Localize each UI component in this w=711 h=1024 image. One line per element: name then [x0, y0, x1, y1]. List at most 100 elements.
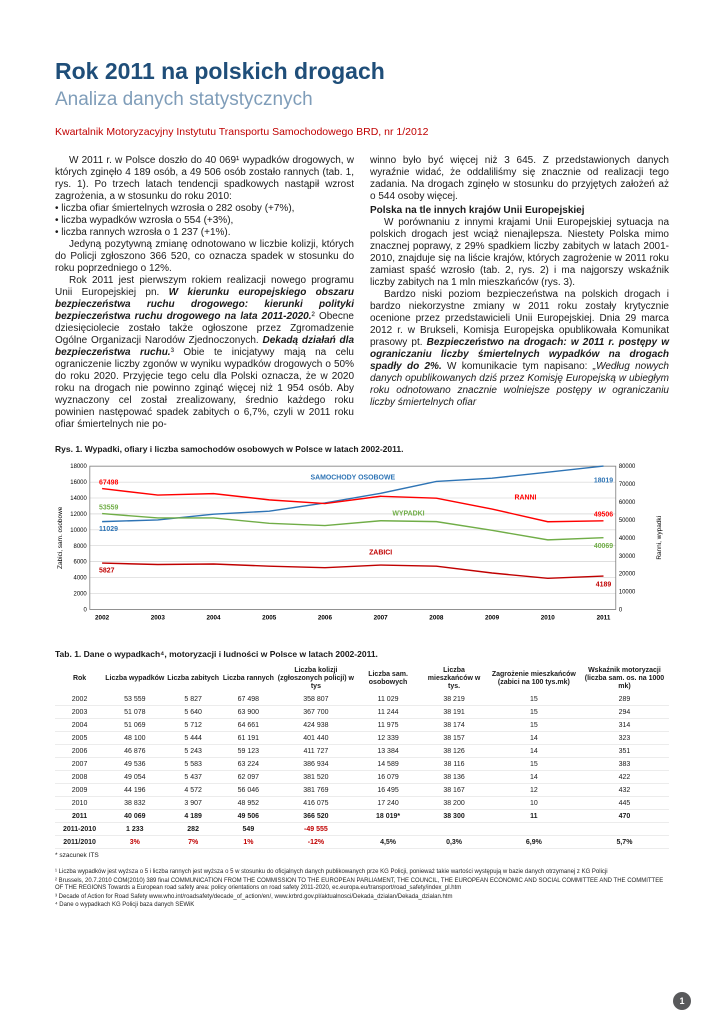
- table-cell: 1 233: [104, 822, 166, 837]
- table-cell: 2011-2010: [55, 822, 105, 837]
- paragraph: Rok 2011 jest pierwszym rokiem realizacj…: [55, 275, 354, 431]
- table-cell: 5 243: [165, 744, 221, 759]
- table-cell: 38 136: [420, 770, 488, 785]
- table-cell: 5 712: [165, 718, 221, 733]
- table-cell: 51 078: [104, 705, 166, 720]
- table-cell: 4 189: [165, 809, 221, 824]
- table-cell: 49 054: [104, 770, 166, 785]
- table-cell: 48 952: [220, 796, 276, 811]
- table-cell: -49 555: [276, 822, 356, 837]
- table-cell: 16 495: [355, 783, 421, 798]
- table-cell: 63 224: [220, 757, 276, 772]
- right-tick-label: 70000: [619, 482, 636, 488]
- table-cell: 61 191: [220, 731, 276, 746]
- bullet-item: • liczba wypadków wzrosła o 554 (+3%),: [55, 215, 354, 227]
- table-row: 2009 44 196 4 572 56 046 381 769 16 495 38 167…: [55, 783, 669, 798]
- table-cell: 40 069: [104, 809, 166, 824]
- table-cell: 549: [220, 822, 276, 837]
- page-number: 1: [679, 996, 685, 1006]
- table-cell: 381 520: [276, 770, 356, 785]
- text-segment: ³ Obie te inicjatywy mają na celu ograni…: [55, 347, 354, 430]
- table-cell: 367 700: [276, 705, 356, 720]
- table-cell: 401 440: [276, 731, 356, 746]
- page-title: Rok 2011 na polskich drogach: [55, 58, 385, 84]
- right-tick-label: 30000: [619, 554, 636, 560]
- x-tick-label: 2009: [485, 615, 500, 622]
- table-cell: 2003: [55, 705, 105, 720]
- last-value-label: 4189: [596, 581, 612, 588]
- column-header: Rok: [72, 675, 87, 683]
- column-header: Liczba sam. osobowych: [368, 671, 408, 687]
- text-segment: W 2011 r. w Polsce doszło do 40 069¹ wyp…: [55, 155, 354, 202]
- bullet-item: • liczba rannych wzrosła o 1 237 (+1%).: [55, 227, 354, 239]
- left-tick-label: 4000: [74, 576, 88, 582]
- table-cell: 38 832: [104, 796, 166, 811]
- table-cell: 67 498: [220, 693, 276, 707]
- table-cell: 2011: [55, 809, 105, 824]
- table-cell: 64 661: [220, 718, 276, 733]
- y-axis-label-left: Zabici, sam. osobowe: [57, 506, 64, 569]
- paragraph: Bardzo niski poziom bezpieczeństwa na po…: [370, 289, 669, 409]
- left-tick-label: 10000: [70, 528, 87, 534]
- table-cell: 10: [487, 796, 580, 811]
- table-row: 2002 53 559 5 827 67 498 358 807 11 029 38 219…: [55, 693, 669, 707]
- table-row: 2011/2010 3% 7% 1% -12% 4,5% 0,3% 6,9% 5,7%: [55, 835, 669, 850]
- table-cell: 289: [579, 693, 669, 707]
- table-cell: 11: [487, 809, 580, 824]
- table-cell: 15: [487, 718, 580, 733]
- table-cell: 12: [487, 783, 580, 798]
- bullet-item: • liczba ofiar śmiertelnych wzrosła o 28…: [55, 203, 354, 215]
- paragraph: winno było być więcej niż 3 645. Z przed…: [370, 155, 669, 203]
- table-cell: 5 437: [165, 770, 221, 785]
- table-cell: 422: [579, 770, 669, 785]
- left-tick-label: 2000: [74, 592, 88, 598]
- table-cell: 2008: [55, 770, 105, 785]
- table-cell: 411 727: [276, 744, 356, 759]
- table-cell: 49 506: [220, 809, 276, 824]
- chart-caption: Rys. 1. Wypadki, ofiary i liczba samocho…: [55, 444, 404, 454]
- table-cell: 4,5%: [355, 835, 421, 850]
- table-cell: [579, 822, 669, 837]
- table-cell: 3 907: [165, 796, 221, 811]
- text-segment: Polska na tle innych krajów Unii Europej…: [370, 205, 585, 216]
- table-row: 2011-2010 1 233 282 549 -49 555: [55, 822, 669, 837]
- table-cell: 62 097: [220, 770, 276, 785]
- table-caption: Tab. 1. Dane o wypadkach⁴, motoryzacji i…: [55, 649, 378, 660]
- section-heading: Polska na tle innych krajów Unii Europej…: [370, 205, 669, 217]
- table-cell: 7%: [165, 835, 221, 850]
- table-cell: 432: [579, 783, 669, 798]
- x-tick-label: 2010: [541, 615, 556, 622]
- table-cell: 1%: [220, 835, 276, 850]
- text-segment: W porównaniu z innymi krajami Unii Europ…: [370, 217, 669, 288]
- left-tick-label: 16000: [70, 480, 87, 486]
- table-cell: 38 300: [420, 809, 488, 824]
- last-value-label: 40069: [594, 543, 613, 550]
- right-column: winno było być więcej niż 3 645. Z przed…: [370, 155, 669, 431]
- page-subtitle: Analiza danych statystycznych: [55, 89, 313, 110]
- table-cell: 358 807: [276, 693, 356, 707]
- table-cell: -12%: [276, 835, 356, 850]
- left-column: W 2011 r. w Polsce doszło do 40 069¹ wyp…: [55, 155, 354, 431]
- series-name-label: RANNI: [515, 494, 537, 501]
- left-tick-label: 0: [83, 607, 87, 613]
- chart-canvas: 0 2000 4000 6000 8000 10000 12000 14000 16000 180…: [57, 464, 663, 622]
- left-tick-label: 14000: [70, 496, 87, 502]
- left-tick-label: 12000: [70, 512, 87, 518]
- table-cell: 38 116: [420, 757, 488, 772]
- table-cell: 5 583: [165, 757, 221, 772]
- table-cell: 5 827: [165, 693, 221, 707]
- table-cell: 5,7%: [579, 835, 669, 850]
- text-segment: Rok 2011 jest pierwszym rokiem realizacj…: [55, 275, 354, 298]
- text-segment: ² Obecne dziesięciolecie zostało także o…: [55, 311, 354, 346]
- footnotes: ¹ Liczba wypadków jest wyższa o 5 i licz…: [55, 869, 669, 910]
- column-header: Liczba wypadków: [105, 675, 165, 683]
- table-cell: 424 938: [276, 718, 356, 733]
- text-segment: • liczba rannych wzrosła o 1 237 (+1%).: [55, 227, 231, 238]
- table-cell: 38 200: [420, 796, 488, 811]
- table-cell: 5 444: [165, 731, 221, 746]
- table-row: 2007 49 536 5 583 63 224 386 934 14 589 38 116…: [55, 757, 669, 772]
- footnote: ² Brussels, 20.7.2010 COM(2010) 389 fina…: [55, 877, 664, 892]
- text-segment: • liczba ofiar śmiertelnych wzrosła o 28…: [55, 203, 295, 214]
- text-segment: W komunikacie tym napisano:: [441, 361, 593, 372]
